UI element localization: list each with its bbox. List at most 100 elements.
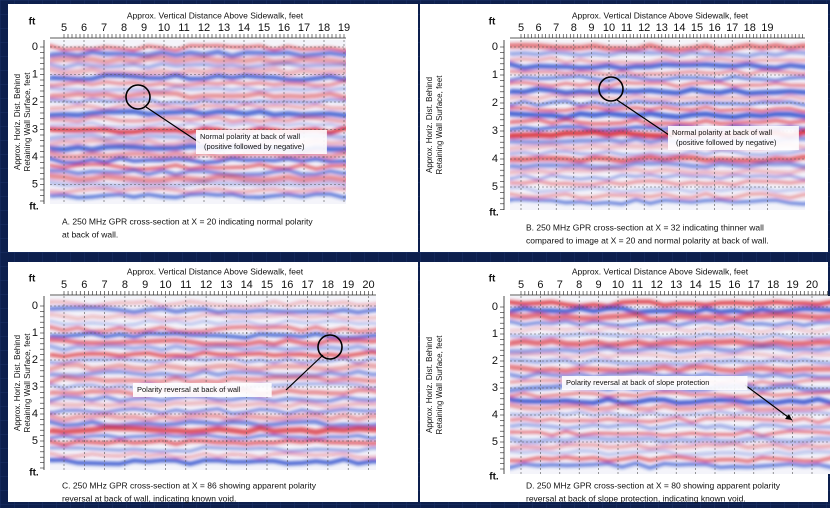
y-tick-label: 3 — [492, 382, 498, 394]
x-tick-label: 6 — [81, 22, 87, 34]
radargram — [50, 296, 376, 470]
x-tick-label: 16 — [278, 22, 290, 34]
x-tick-label: 17 — [298, 22, 310, 34]
x-tick-label: 13 — [220, 279, 232, 291]
radar-band — [50, 312, 376, 321]
annotation-box — [133, 383, 272, 397]
x-tick-label: 15 — [258, 22, 270, 34]
y-tick-label: 1 — [492, 328, 498, 340]
y-axis-label: Approx. Horiz. Dist. Behind — [425, 337, 434, 433]
radar-band — [510, 344, 830, 355]
radar-band — [50, 115, 346, 124]
x-tick-label: 13 — [670, 279, 682, 291]
radar-band — [510, 49, 805, 59]
x-tick-label: 5 — [518, 279, 524, 291]
unit-top: ft — [489, 274, 496, 285]
radar-band — [50, 186, 346, 195]
radar-band — [510, 99, 805, 107]
y-tick-label: 5 — [492, 181, 498, 193]
radar-band — [510, 337, 830, 348]
radargram — [510, 40, 805, 210]
x-tick-label: 8 — [576, 279, 582, 291]
radar-band — [50, 97, 346, 105]
radar-band — [510, 351, 830, 360]
x-tick-label: 10 — [603, 22, 615, 34]
caption: D. 250 MHz GPR cross-section at X = 80 s… — [526, 480, 781, 490]
caption: reversal at back of wall, indicating kno… — [62, 493, 236, 503]
x-tick-label: 7 — [557, 279, 563, 291]
arrow-head — [785, 414, 792, 420]
unit-top: ft — [29, 17, 36, 28]
radar-band — [510, 364, 830, 374]
radar-band — [50, 400, 376, 409]
radar-band — [510, 448, 830, 457]
caption: A. 250 MHz GPR cross-section at X = 20 i… — [62, 216, 313, 226]
radar-band — [50, 103, 346, 112]
caption: at back of wall. — [62, 229, 118, 239]
annotation-box — [562, 376, 748, 390]
annotation: Polarity reversal at back of slope prote… — [566, 378, 709, 387]
y-tick-label: 2 — [492, 355, 498, 367]
radar-band — [50, 79, 346, 88]
y-tick-label: 4 — [32, 151, 38, 163]
highlight-circle — [598, 76, 624, 102]
caption: compared to image at X = 20 and normal p… — [526, 235, 769, 245]
radar-band — [510, 441, 830, 451]
x-tick-label: 14 — [238, 22, 250, 34]
radar-band — [50, 85, 346, 94]
x-tick-label: 8 — [571, 22, 577, 34]
radar-band — [50, 66, 346, 77]
x-tick-label: 14 — [673, 22, 685, 34]
x-tick-label: 19 — [342, 279, 354, 291]
y-tick-label: 1 — [492, 69, 498, 81]
x-tick-label: 18 — [744, 22, 756, 34]
y-tick-label: 3 — [492, 125, 498, 137]
x-tick-label: 17 — [301, 279, 313, 291]
x-tick-label: 18 — [318, 22, 330, 34]
radar-band — [510, 461, 830, 470]
x-tick-label: 11 — [180, 279, 191, 291]
annotation-leader — [285, 354, 324, 391]
unit-bottom: ft. — [489, 472, 499, 483]
radar-band — [510, 154, 805, 164]
radar-band — [50, 108, 346, 119]
x-tick-label: 16 — [281, 279, 293, 291]
radar-band — [510, 179, 805, 187]
x-tick-label: 20 — [806, 279, 818, 291]
radar-band — [50, 168, 346, 177]
radar-band — [510, 81, 805, 89]
radar-band — [510, 311, 830, 323]
x-tick-label: 5 — [61, 22, 67, 34]
x-tick-label: 5 — [61, 279, 67, 291]
y-tick-label: 1 — [32, 68, 38, 80]
y-axis-label: Approx. Horiz. Dist. Behind — [13, 74, 22, 170]
annotation: Normal polarity at back of wall — [672, 128, 772, 137]
x-tick-label: 9 — [142, 279, 148, 291]
y-axis-label: Approx. Horiz. Dist. Behind — [425, 77, 434, 173]
highlight-circle — [317, 334, 343, 360]
radar-band — [50, 305, 376, 315]
radar-band — [50, 156, 346, 165]
y-tick-label: 3 — [32, 123, 38, 135]
axis-title: Approx. Vertical Distance Above Sidewalk… — [572, 266, 749, 276]
radar-band — [50, 162, 346, 171]
x-tick-label: 6 — [81, 279, 87, 291]
annotation-leader — [616, 99, 673, 138]
x-tick-label: 12 — [198, 22, 210, 34]
x-tick-label: 12 — [200, 279, 212, 291]
radar-band — [510, 166, 805, 176]
x-tick-label: 8 — [122, 279, 128, 291]
radar-band — [510, 396, 830, 406]
annotation: Polarity reversal at back of wall — [137, 385, 241, 394]
radar-band — [510, 197, 805, 206]
x-tick-label: 15 — [709, 279, 721, 291]
radar-band — [510, 42, 805, 53]
x-tick-label: 18 — [767, 279, 779, 291]
x-tick-label: 9 — [588, 22, 594, 34]
y-axis-label: Approx. Horiz. Dist. Behind — [13, 335, 22, 431]
x-tick-label: 14 — [241, 279, 253, 291]
unit-top: ft — [489, 17, 496, 28]
radar-band — [510, 110, 805, 121]
radar-band — [50, 407, 376, 415]
radar-band — [510, 326, 830, 334]
